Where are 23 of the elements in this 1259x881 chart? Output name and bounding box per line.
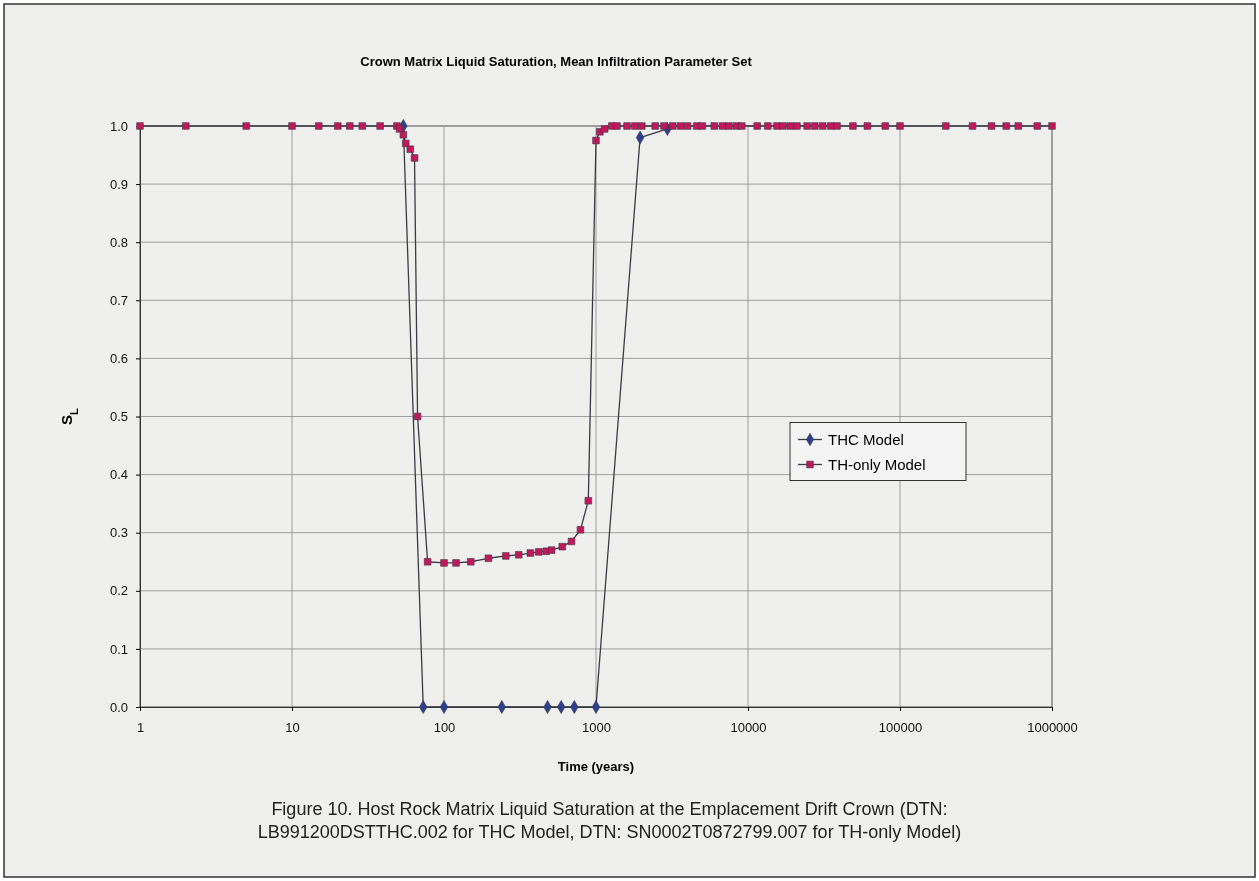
- y-tick-label: 0.8: [109, 234, 128, 250]
- x-tick-label: 1: [136, 720, 145, 736]
- y-tick-label: 0.3: [109, 525, 128, 541]
- y-tick-label: 0.6: [109, 351, 128, 367]
- y-tick-label: 0.1: [109, 641, 128, 657]
- y-tick-label: 0.9: [109, 176, 128, 192]
- x-tick-label: 100: [433, 720, 456, 736]
- caption: Figure 10. Host Rock Matrix Liquid Saturation at the Emplacement Drift Crown (DTN: LB991200DSTTHC.002 for THC Model, DTN: SN0002T0872799.007 for TH-only Model): [257, 799, 962, 842]
- y-tick-label: 0.4: [109, 467, 128, 483]
- chart-title: Crown Matrix Liquid Saturation, Mean Infiltration Parameter Set: [360, 54, 753, 69]
- x-tick-label: 100000: [878, 720, 923, 736]
- x-tick-label: 10: [285, 720, 300, 736]
- legend-label: THC Model: [828, 430, 904, 448]
- y-tick-label: 0.0: [109, 699, 128, 715]
- y-tick-label: 0.7: [109, 292, 128, 308]
- legend-label: TH-only Model: [828, 455, 926, 473]
- x-tick-label: 10000: [730, 720, 767, 736]
- x-axis-title: Time (years): [557, 759, 635, 774]
- y-tick-label: 1.0: [109, 118, 128, 134]
- y-tick-label: 0.5: [109, 409, 128, 425]
- y-tick-label: 0.2: [109, 583, 128, 599]
- x-tick-label: 1000: [582, 720, 611, 736]
- x-tick-label: 1000000: [1027, 720, 1078, 736]
